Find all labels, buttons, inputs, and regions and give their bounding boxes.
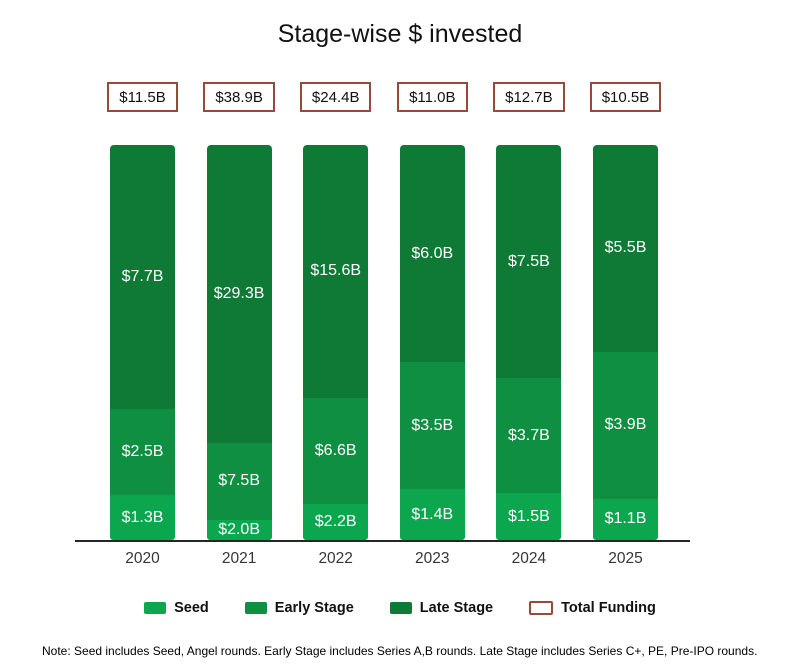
bar-segment-early-stage: $3.5B	[399, 362, 465, 490]
total-funding-box: $11.0B	[397, 82, 468, 112]
legend-swatch-icon	[244, 602, 267, 614]
bar-segment-late-stage: $15.6B	[303, 145, 369, 398]
x-axis-line	[75, 540, 690, 542]
bar-segment-seed: $1.3B	[110, 495, 175, 540]
total-funding-box: $38.9B	[203, 82, 275, 112]
bar-segment-seed: $1.5B	[496, 493, 562, 540]
legend-item-late-stage: Late Stage	[389, 600, 494, 616]
legend-item-early-stage: Early Stage	[244, 600, 354, 616]
footnote: Note: Seed includes Seed, Angel rounds. …	[42, 644, 758, 658]
bar-segment-early-stage: $3.9B	[592, 351, 658, 499]
bar-column: $38.9B $29.3B $7.5B $2.0B 2021	[203, 82, 275, 568]
bar-segment-seed: $1.1B	[592, 498, 658, 540]
stacked-bar: $15.6B $6.6B $2.2B	[303, 145, 369, 540]
x-axis-label: 2024	[511, 550, 547, 567]
plot-area: $11.5B $7.7B $2.5B $1.3B 2020 $38.9B $29.3B $7.…	[75, 82, 690, 568]
stacked-bar: $7.7B $2.5B $1.3B	[110, 145, 175, 540]
segment-value-label: $6.0B	[411, 244, 454, 262]
bar-segment-early-stage: $2.5B	[110, 409, 175, 496]
legend-label: Early Stage	[274, 600, 354, 616]
bar-segment-late-stage: $29.3B	[206, 145, 272, 444]
total-funding-box: $10.5B	[589, 82, 662, 112]
segment-value-label: $3.5B	[411, 416, 454, 434]
stacked-bar: $7.5B $3.7B $1.5B	[496, 145, 562, 540]
bar-segment-early-stage: $3.7B	[496, 378, 562, 494]
bar-segment-late-stage: $7.5B	[496, 145, 562, 379]
total-funding-box: $12.7B	[493, 82, 565, 112]
segment-value-label: $2.2B	[314, 513, 357, 531]
total-funding-box: $11.5B	[107, 82, 178, 112]
x-axis-label: 2025	[608, 550, 643, 567]
total-funding-box: $24.4B	[299, 82, 372, 112]
segment-value-label: $6.6B	[314, 441, 357, 459]
segment-value-label: $1.3B	[121, 508, 164, 526]
bar-segment-early-stage: $6.6B	[303, 397, 369, 505]
segment-value-label: $7.5B	[507, 252, 550, 270]
stacked-bar: $5.5B $3.9B $1.1B	[592, 145, 658, 540]
segment-value-label: $2.5B	[121, 443, 164, 461]
legend-swatch-icon	[529, 601, 554, 615]
x-axis-label: 2021	[221, 550, 257, 567]
legend-label: Total Funding	[561, 600, 656, 616]
x-axis-label: 2022	[318, 550, 353, 567]
segment-value-label: $29.3B	[213, 285, 265, 303]
legend-swatch-icon	[144, 602, 167, 614]
columns: $11.5B $7.7B $2.5B $1.3B 2020 $38.9B $29.3B $7.…	[75, 82, 690, 568]
stacked-bar: $6.0B $3.5B $1.4B	[399, 145, 465, 540]
bar-column: $11.5B $7.7B $2.5B $1.3B 2020	[107, 82, 178, 568]
legend-swatch-icon	[389, 602, 412, 614]
x-axis-label: 2023	[415, 550, 450, 567]
bar-segment-seed: $2.2B	[303, 504, 369, 540]
segment-value-label: $5.5B	[604, 239, 647, 257]
chart-title: Stage-wise $ invested	[277, 20, 523, 48]
legend: Seed Early Stage Late Stage Total Funding	[0, 600, 800, 616]
legend-label: Seed	[174, 600, 209, 616]
bar-segment-late-stage: $6.0B	[399, 145, 465, 363]
bar-column: $12.7B $7.5B $3.7B $1.5B 2024	[493, 82, 565, 568]
bar-segment-late-stage: $7.7B	[110, 145, 175, 410]
bar-column: $11.0B $6.0B $3.5B $1.4B 2023	[397, 82, 468, 568]
segment-value-label: $1.1B	[604, 510, 647, 528]
segment-value-label: $1.5B	[507, 507, 550, 525]
bar-column: $10.5B $5.5B $3.9B $1.1B 2025	[589, 82, 662, 568]
x-axis-label: 2020	[125, 550, 160, 567]
bar-segment-late-stage: $5.5B	[592, 145, 658, 352]
segment-value-label: $3.7B	[507, 426, 550, 444]
legend-item-seed: Seed	[144, 600, 209, 616]
bar-segment-early-stage: $7.5B	[206, 443, 272, 520]
segment-value-label: $7.7B	[121, 268, 164, 286]
legend-label: Late Stage	[419, 600, 494, 616]
bar-column: $24.4B $15.6B $6.6B $2.2B 2022	[299, 82, 372, 568]
segment-value-label: $2.0B	[218, 520, 260, 538]
segment-value-label: $15.6B	[310, 262, 362, 280]
segment-value-label: $3.9B	[604, 416, 647, 434]
legend-item-total-funding: Total Funding	[529, 600, 656, 616]
stacked-bar: $29.3B $7.5B $2.0B	[206, 145, 272, 540]
bar-segment-seed: $1.4B	[399, 489, 465, 540]
segment-value-label: $7.5B	[218, 472, 260, 490]
segment-value-label: $1.4B	[411, 505, 454, 523]
bar-segment-seed: $2.0B	[206, 519, 272, 540]
